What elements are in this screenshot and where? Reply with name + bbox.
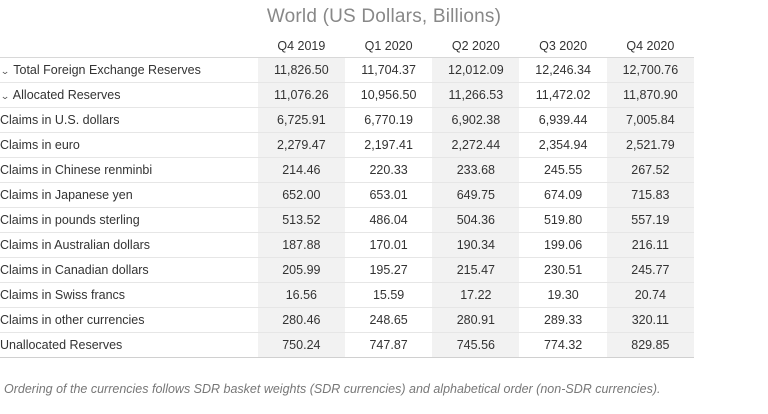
value-cell: 829.85 bbox=[606, 332, 694, 358]
value-cell: 16.56 bbox=[257, 282, 345, 308]
column-header: Q4 2019 bbox=[277, 38, 326, 53]
table-row-allocated[interactable]: ⌄ Allocated Reserves 11,076.26 10,956.50… bbox=[0, 82, 694, 108]
row-label-cell: ⌄ Allocated Reserves bbox=[0, 83, 258, 108]
value-cell: 12,246.34 bbox=[535, 63, 591, 77]
value-cell: 519.80 bbox=[543, 213, 583, 227]
value-cell: 195.27 bbox=[369, 263, 408, 277]
chevron-down-icon[interactable]: ⌄ bbox=[0, 91, 10, 101]
value-cell: 504.36 bbox=[432, 207, 520, 233]
value-cell: 11,704.37 bbox=[361, 63, 416, 77]
table-row-unallocated: Unallocated Reserves 750.24 747.87 745.5… bbox=[0, 332, 694, 358]
table-row: Claims in Chinese renminbi 214.46 220.33… bbox=[0, 157, 694, 183]
value-cell: 653.01 bbox=[369, 188, 408, 202]
value-cell: 674.09 bbox=[543, 188, 583, 202]
value-cell: 745.56 bbox=[432, 332, 520, 358]
value-cell: 15.59 bbox=[372, 288, 405, 302]
value-cell: 245.77 bbox=[606, 257, 694, 283]
value-cell: 187.88 bbox=[257, 232, 345, 258]
value-cell: 190.34 bbox=[432, 232, 520, 258]
value-cell: 715.83 bbox=[606, 182, 694, 208]
table-row-total[interactable]: ⌄ Total Foreign Exchange Reserves 11,826… bbox=[0, 57, 694, 83]
value-cell: 216.11 bbox=[606, 232, 694, 258]
value-cell: 747.87 bbox=[369, 338, 408, 352]
value-cell: 12,012.09 bbox=[432, 57, 520, 83]
value-cell: 2,279.47 bbox=[257, 132, 345, 158]
value-cell: 6,939.44 bbox=[538, 113, 588, 127]
column-header: Q1 2020 bbox=[364, 38, 413, 53]
value-cell: 2,197.41 bbox=[364, 138, 413, 152]
value-cell: 230.51 bbox=[543, 263, 583, 277]
value-cell: 220.33 bbox=[369, 163, 408, 177]
value-cell: 652.00 bbox=[257, 182, 345, 208]
value-cell: 11,870.90 bbox=[606, 82, 694, 108]
value-cell: 214.46 bbox=[257, 157, 345, 183]
value-cell: 233.68 bbox=[432, 157, 520, 183]
row-label: Claims in euro bbox=[0, 138, 80, 152]
row-label: Total Foreign Exchange Reserves bbox=[13, 63, 201, 77]
table-row: Claims in pounds sterling 513.52 486.04 … bbox=[0, 207, 694, 233]
value-cell: 245.55 bbox=[543, 163, 583, 177]
value-cell: 6,725.91 bbox=[257, 107, 345, 133]
value-cell: 649.75 bbox=[432, 182, 520, 208]
row-label: Allocated Reserves bbox=[12, 88, 121, 102]
value-cell: 280.91 bbox=[432, 307, 520, 333]
row-label: Claims in Australian dollars bbox=[0, 238, 151, 252]
value-cell: 320.11 bbox=[606, 307, 694, 333]
column-header: Q3 2020 bbox=[539, 38, 588, 53]
value-cell: 6,902.38 bbox=[432, 107, 520, 133]
table-row: Claims in Canadian dollars 205.99 195.27… bbox=[0, 257, 694, 283]
value-cell: 2,272.44 bbox=[432, 132, 520, 158]
reserves-table: Q4 2019 Q1 2020 Q2 2020 Q3 2020 Q4 2020 … bbox=[0, 34, 694, 358]
value-cell: 6,770.19 bbox=[364, 113, 413, 127]
value-cell: 774.32 bbox=[543, 338, 583, 352]
value-cell: 248.65 bbox=[369, 313, 408, 327]
value-cell: 7,005.84 bbox=[606, 107, 694, 133]
value-cell: 750.24 bbox=[257, 332, 345, 358]
row-label: Claims in Chinese renminbi bbox=[0, 163, 153, 177]
value-cell: 17.22 bbox=[432, 282, 520, 308]
row-label: Claims in pounds sterling bbox=[0, 213, 140, 227]
row-label: Claims in Swiss francs bbox=[0, 288, 126, 302]
table-row: Claims in euro 2,279.47 2,197.41 2,272.4… bbox=[0, 132, 694, 158]
row-label: Unallocated Reserves bbox=[0, 338, 123, 352]
table-title: World (US Dollars, Billions) bbox=[266, 6, 502, 27]
table-row: Claims in U.S. dollars 6,725.91 6,770.19… bbox=[0, 107, 694, 133]
value-cell: 267.52 bbox=[606, 157, 694, 183]
footnote: Ordering of the currencies follows SDR b… bbox=[4, 382, 661, 396]
value-cell: 20.74 bbox=[606, 282, 694, 308]
table-row: Claims in Swiss francs 16.56 15.59 17.22… bbox=[0, 282, 694, 308]
column-header: Q4 2020 bbox=[626, 38, 675, 53]
value-cell: 11,826.50 bbox=[257, 57, 345, 83]
value-cell: 205.99 bbox=[257, 257, 345, 283]
value-cell: 11,076.26 bbox=[257, 82, 345, 108]
value-cell: 12,700.76 bbox=[606, 57, 694, 83]
table-row: Claims in Australian dollars 187.88 170.… bbox=[0, 232, 694, 258]
value-cell: 11,266.53 bbox=[432, 82, 520, 108]
table-row: Claims in Japanese yen 652.00 653.01 649… bbox=[0, 182, 694, 208]
column-header: Q2 2020 bbox=[451, 38, 500, 53]
value-cell: 170.01 bbox=[369, 238, 408, 252]
row-label: Claims in Japanese yen bbox=[0, 188, 133, 202]
value-cell: 11,472.02 bbox=[535, 88, 591, 102]
chevron-down-icon[interactable]: ⌄ bbox=[0, 66, 10, 76]
value-cell: 10,956.50 bbox=[360, 88, 417, 102]
value-cell: 2,354.94 bbox=[538, 138, 588, 152]
header-row: Q4 2019 Q1 2020 Q2 2020 Q3 2020 Q4 2020 bbox=[0, 34, 694, 58]
row-label: Claims in U.S. dollars bbox=[0, 113, 120, 127]
table-row: Claims in other currencies 280.46 248.65… bbox=[0, 307, 694, 333]
value-cell: 280.46 bbox=[257, 307, 345, 333]
header-label-cell bbox=[0, 34, 258, 58]
value-cell: 557.19 bbox=[606, 207, 694, 233]
row-label: Claims in other currencies bbox=[0, 313, 145, 327]
row-label-cell: ⌄ Total Foreign Exchange Reserves bbox=[0, 58, 258, 83]
value-cell: 486.04 bbox=[369, 213, 408, 227]
value-cell: 215.47 bbox=[432, 257, 520, 283]
value-cell: 19.30 bbox=[547, 288, 579, 302]
value-cell: 513.52 bbox=[257, 207, 345, 233]
value-cell: 2,521.79 bbox=[606, 132, 694, 158]
value-cell: 289.33 bbox=[543, 313, 583, 327]
row-label: Claims in Canadian dollars bbox=[0, 263, 149, 277]
value-cell: 199.06 bbox=[543, 238, 583, 252]
